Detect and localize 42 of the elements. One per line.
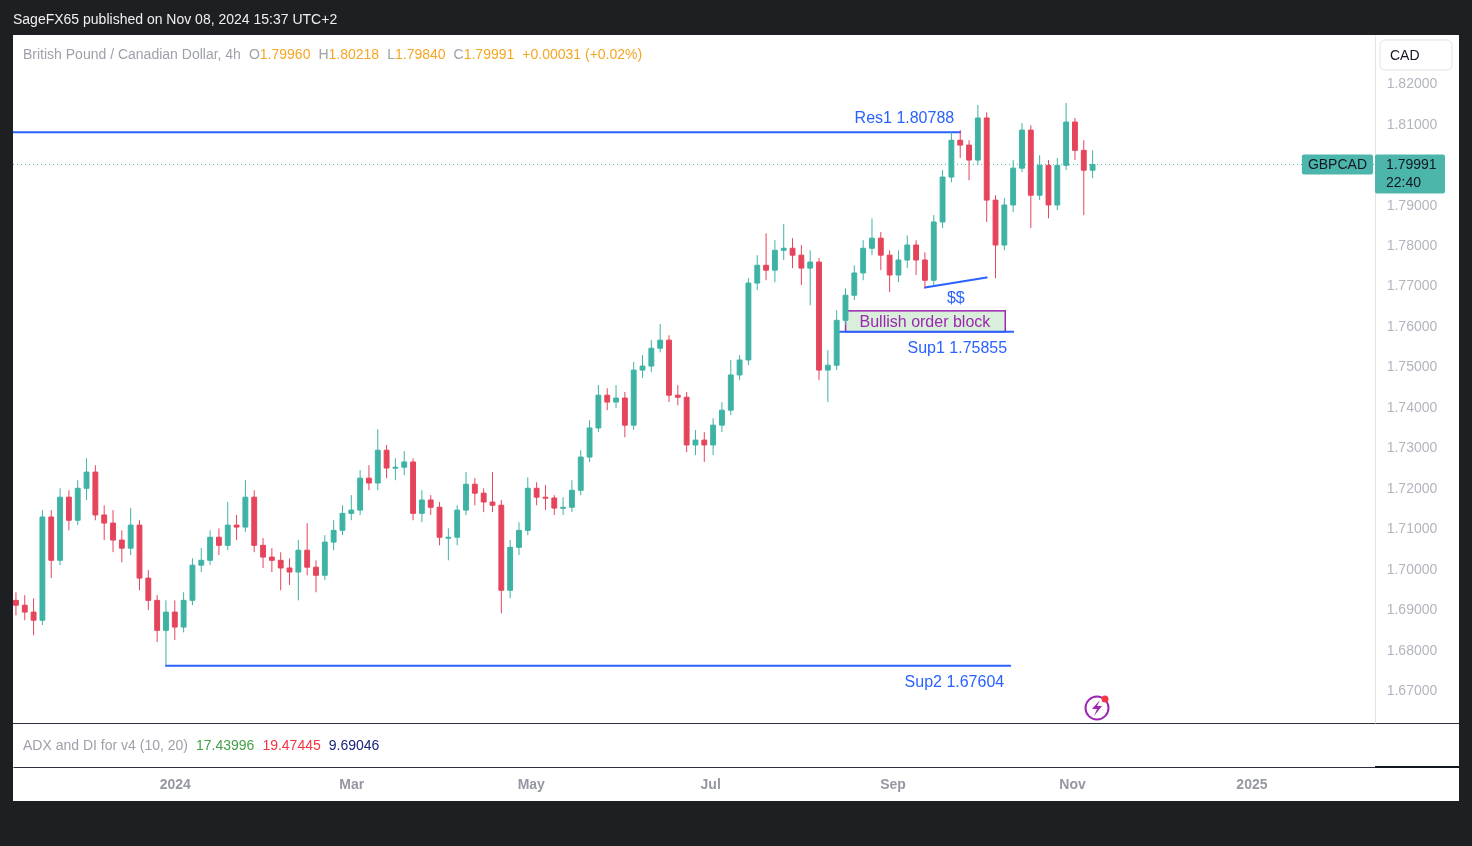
series-label: Sup2 1.67604 <box>904 672 1005 690</box>
y-tick-label: 1.79000 <box>1386 196 1438 213</box>
y-tick-label: 1.72000 <box>1386 479 1438 496</box>
series-label: Res1 1.80788 <box>854 108 955 126</box>
annotation: O1.79960 <box>248 46 311 62</box>
annotation: C1.79991 <box>453 46 515 62</box>
x-tick-label: 2025 <box>1236 775 1268 792</box>
y-tick-label: 1.73000 <box>1386 439 1438 456</box>
x-tick-label: 2024 <box>159 775 192 792</box>
annotation: +0.00031 (+0.02%) <box>522 46 643 62</box>
currency-button: CAD <box>1379 39 1453 71</box>
x-tick-label: May <box>517 775 546 792</box>
annotation: L1.79840 <box>387 46 446 62</box>
y-tick-label: 1.78000 <box>1386 237 1438 254</box>
y-tick-label: 1.70000 <box>1386 560 1438 577</box>
y-tick-label: 1.68000 <box>1386 641 1438 658</box>
x-tick-label: Sep <box>880 775 906 792</box>
y-tick-label: 1.77000 <box>1386 277 1438 294</box>
annotation: H1.80218 <box>318 46 380 62</box>
x-tick-label: Nov <box>1059 775 1086 792</box>
x-tick-label: Jul <box>700 775 721 792</box>
series-label: $$ <box>946 288 965 306</box>
text: 1.79991 <box>1386 156 1437 173</box>
y-tick-label: 1.76000 <box>1386 317 1438 334</box>
text: ADX and DI for v4 (10, 20) <box>23 737 188 753</box>
y-tick-label: 1.82000 <box>1386 75 1438 92</box>
text: 22:40 <box>1386 174 1422 191</box>
y-tick-label: 1.81000 <box>1386 115 1438 132</box>
y-tick-label: 1.67000 <box>1386 682 1438 699</box>
y-tick-label: 1.69000 <box>1386 601 1438 618</box>
ref-line-label: GBPCAD <box>1307 156 1367 173</box>
series-label: Sup1 1.75855 <box>907 338 1008 356</box>
text: SageFX65 published on Nov 08, 2024 15:37 UTC+2 <box>13 11 338 27</box>
y-tick-label: 1.71000 <box>1386 520 1438 537</box>
text: 17.43996 <box>195 737 255 753</box>
text: British Pound / Canadian Dollar, 4h <box>23 46 241 62</box>
x-tick-label: Mar <box>339 775 365 792</box>
y-tick-label: 1.74000 <box>1386 398 1438 415</box>
y-tick-label: 1.75000 <box>1386 358 1438 375</box>
text: 9.69046 <box>328 737 380 753</box>
annotation: Bullish order block <box>859 312 992 330</box>
text: 19.47445 <box>262 737 321 753</box>
